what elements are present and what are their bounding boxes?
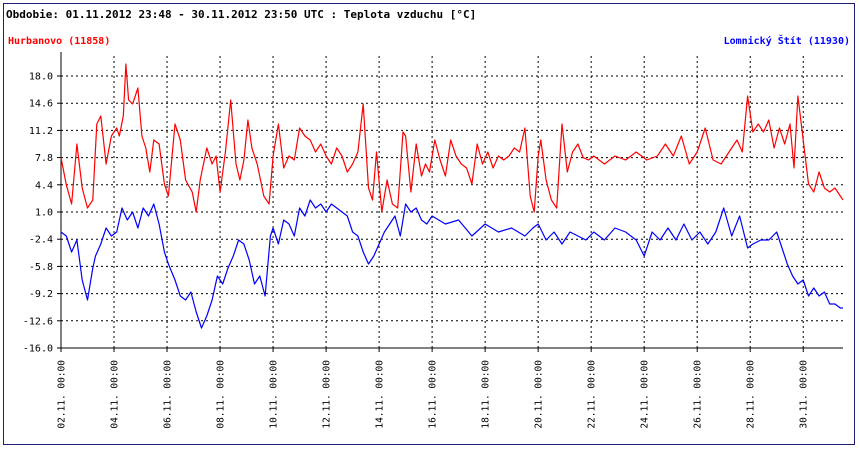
axes: [60, 52, 843, 349]
x-axis-ticks: 02.11. 00:00 04.11. 00:00 06.11. 00:00 08.1…: [57, 348, 810, 429]
x-tick-label: 26.11. 00:00: [693, 360, 704, 429]
y-tick-label: 1.0: [35, 208, 53, 219]
y-axis-ticks: 18.0 14.6 11.2 7.8 4.4 1.0 -2.4 -5.8 -9.2 -12.6 -1…: [23, 72, 61, 355]
y-tick-label: -16.0: [23, 344, 53, 355]
x-tick-label: 02.11. 00:00: [57, 360, 68, 429]
legend-series-hurbanovo: Hurbanovo (11858): [8, 36, 111, 47]
y-tick-label: -5.8: [29, 262, 53, 273]
y-tick-label: 7.8: [35, 153, 53, 164]
x-tick-label: 08.11. 00:00: [216, 360, 227, 429]
series-line-0: [60, 63, 844, 213]
y-tick-label: 18.0: [29, 72, 53, 83]
legend-series-lomnicky-stit: Lomnický Štít (11930): [723, 36, 850, 47]
x-tick-label: 04.11. 00:00: [110, 360, 121, 429]
y-tick-label: -2.4: [29, 235, 53, 246]
x-tick-label: 10.11. 00:00: [269, 360, 280, 429]
x-tick-label: 14.11. 00:00: [375, 360, 386, 429]
grid-lines: [60, 56, 843, 349]
x-tick-label: 24.11. 00:00: [640, 360, 651, 429]
x-tick-label: 18.11. 00:00: [481, 360, 492, 429]
x-tick-label: 30.11. 00:00: [799, 360, 810, 429]
x-tick-label: 12.11. 00:00: [322, 360, 333, 429]
y-tick-label: -12.6: [23, 316, 53, 327]
series-lines: [60, 63, 844, 329]
x-tick-label: 20.11. 00:00: [534, 360, 545, 429]
x-tick-label: 22.11. 00:00: [587, 360, 598, 429]
y-tick-label: 4.4: [35, 180, 53, 191]
x-tick-label: 06.11. 00:00: [163, 360, 174, 429]
y-tick-label: 14.6: [29, 99, 53, 110]
chart-frame: [3, 3, 855, 445]
y-tick-label: -9.2: [29, 289, 53, 300]
series-line-1: [60, 199, 843, 329]
x-tick-label: 16.11. 00:00: [428, 360, 439, 429]
y-tick-label: 11.2: [29, 126, 53, 137]
chart-title: Obdobie: 01.11.2012 23:48 - 30.11.2012 2…: [6, 8, 477, 21]
x-tick-label: 28.11. 00:00: [746, 360, 757, 429]
